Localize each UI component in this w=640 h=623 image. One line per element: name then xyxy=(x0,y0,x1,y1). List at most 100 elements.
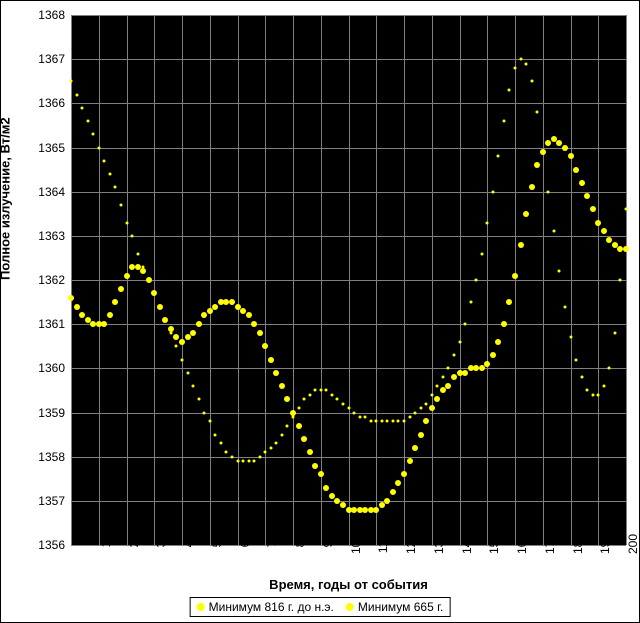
y-tick-label: 1363 xyxy=(15,229,65,243)
data-point xyxy=(207,308,213,314)
data-point xyxy=(568,153,574,159)
data-point xyxy=(107,312,113,318)
data-point xyxy=(358,415,361,418)
y-tick-label: 1359 xyxy=(15,406,65,420)
data-point xyxy=(131,234,134,237)
data-point xyxy=(203,411,206,414)
data-point xyxy=(253,460,256,463)
data-point xyxy=(441,376,444,379)
data-point xyxy=(336,398,339,401)
data-point xyxy=(518,242,524,248)
data-point xyxy=(323,485,329,491)
data-point xyxy=(601,228,607,234)
data-point xyxy=(251,321,257,327)
data-point xyxy=(491,190,494,193)
data-point xyxy=(502,120,505,123)
data-point xyxy=(458,340,461,343)
data-point xyxy=(545,140,551,146)
data-point xyxy=(303,398,306,401)
data-point xyxy=(586,389,589,392)
data-point xyxy=(379,502,385,508)
data-point xyxy=(325,389,328,392)
y-tick-label: 1367 xyxy=(15,52,65,66)
data-point xyxy=(619,279,622,282)
data-point xyxy=(181,358,184,361)
x-tick-label: 40 xyxy=(182,534,196,564)
data-point xyxy=(575,358,578,361)
y-tick-label: 1358 xyxy=(15,450,65,464)
data-point xyxy=(186,371,189,374)
data-point xyxy=(375,420,378,423)
data-point xyxy=(175,345,178,348)
data-point xyxy=(273,370,279,376)
data-point xyxy=(595,220,601,226)
data-point xyxy=(212,304,218,310)
data-point xyxy=(391,420,394,423)
data-point xyxy=(562,145,568,151)
x-tick-label: 60 xyxy=(238,534,252,564)
data-point xyxy=(97,146,100,149)
data-point xyxy=(469,301,472,304)
x-tick-label: 150 xyxy=(487,534,501,564)
data-point xyxy=(512,273,518,279)
data-point xyxy=(418,432,424,438)
data-point xyxy=(540,149,546,155)
plot-area xyxy=(71,15,626,545)
y-tick-label: 1360 xyxy=(15,361,65,375)
data-point xyxy=(286,424,289,427)
data-point xyxy=(395,480,401,486)
data-point xyxy=(185,334,191,340)
data-point xyxy=(70,80,73,83)
data-point xyxy=(308,393,311,396)
data-point xyxy=(92,133,95,136)
data-point xyxy=(246,312,252,318)
data-point xyxy=(525,62,528,65)
data-point xyxy=(495,339,501,345)
data-point xyxy=(602,385,605,388)
x-tick-label: 100 xyxy=(349,534,363,564)
x-tick-label: 140 xyxy=(460,534,474,564)
data-point xyxy=(436,385,439,388)
data-point xyxy=(81,106,84,109)
data-point xyxy=(430,393,433,396)
data-point xyxy=(558,270,561,273)
data-point xyxy=(530,80,533,83)
data-point xyxy=(414,411,417,414)
data-point xyxy=(108,173,111,176)
data-point xyxy=(168,326,174,332)
legend-marker-0 xyxy=(197,603,205,611)
data-point xyxy=(201,312,207,318)
data-point xyxy=(307,449,313,455)
data-point xyxy=(268,357,274,363)
data-point xyxy=(419,407,422,410)
data-point xyxy=(480,252,483,255)
chart-frame: 1356135713581359136013611362136313641365… xyxy=(0,0,640,623)
data-point xyxy=(68,295,74,301)
y-tick-label: 1357 xyxy=(15,494,65,508)
y-tick-label: 1362 xyxy=(15,273,65,287)
data-point xyxy=(297,407,300,410)
data-point xyxy=(625,208,628,211)
data-point xyxy=(162,317,168,323)
data-point xyxy=(318,471,324,477)
data-point xyxy=(608,367,611,370)
data-point xyxy=(462,370,468,376)
data-point xyxy=(225,451,228,454)
data-point xyxy=(452,354,455,357)
data-point xyxy=(547,190,550,193)
data-point xyxy=(364,415,367,418)
data-point xyxy=(584,193,590,199)
legend-label-0: Минимум 816 г. до н.э. xyxy=(209,600,334,614)
x-tick-label: 80 xyxy=(293,534,307,564)
data-point xyxy=(319,389,322,392)
data-point xyxy=(386,420,389,423)
data-point xyxy=(401,471,407,477)
data-point xyxy=(464,323,467,326)
data-point xyxy=(445,383,451,389)
x-axis-title: Время, годы от события xyxy=(269,577,428,592)
x-tick-label: 90 xyxy=(321,534,335,564)
y-tick-label: 1365 xyxy=(15,141,65,155)
data-point xyxy=(124,273,130,279)
data-point xyxy=(280,433,283,436)
data-point xyxy=(390,489,396,495)
